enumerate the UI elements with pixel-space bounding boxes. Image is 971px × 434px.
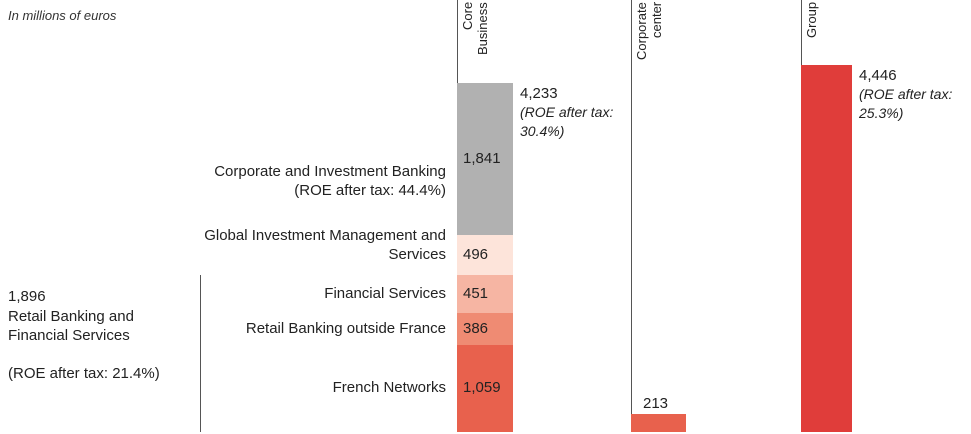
total-label: 4,446 (859, 67, 897, 84)
value-label: 496 (463, 246, 489, 264)
segment-label: French Networks (196, 378, 446, 397)
segment-label: Retail Banking outside France (196, 319, 446, 338)
segment-label: Corporate and Investment Banking (ROE aft… (196, 162, 446, 200)
value-label: 386 (463, 319, 489, 337)
segment-name: Global Investment Management and Service… (204, 227, 446, 264)
segment-note: (ROE after tax: 44.4%) (294, 181, 446, 199)
bar (631, 414, 686, 432)
bracket-note: (ROE after tax: 21.4%) (8, 365, 160, 383)
total-note: (ROE after tax: 30.4%) (520, 103, 614, 139)
value-label: 451 (463, 285, 489, 303)
total-label: 213 (643, 395, 669, 413)
unit-note: In millions of euros (8, 8, 117, 23)
segment-name: French Networks (332, 379, 446, 397)
segment-label: Global Investment Management and Service… (196, 226, 446, 264)
value-label: 1,841 (463, 149, 501, 167)
bar (801, 65, 852, 432)
bracket-line (200, 275, 201, 432)
column-divider (631, 0, 632, 432)
segment-name: Corporate and Investment Banking (214, 162, 446, 180)
bar-segment (457, 234, 513, 276)
column-header: Corporate center (634, 2, 664, 60)
column-header: Group (804, 2, 819, 39)
bar-segment (457, 312, 513, 345)
column-header: Core Business (460, 2, 490, 55)
bracket-value: 1,896 (8, 288, 46, 306)
value-label: 1,059 (463, 379, 501, 397)
bracket-name: Retail Banking and Financial Services (8, 308, 134, 345)
segment-name: Financial Services (324, 285, 446, 303)
total-note: (ROE after tax: 25.3%) (859, 86, 953, 121)
total-label: 4,233 (520, 84, 558, 102)
bar-segment (457, 82, 513, 235)
segment-name: Retail Banking outside France (245, 319, 446, 337)
bar-segment (457, 344, 513, 432)
segment-label: Financial Services (196, 284, 446, 303)
bar-segment (457, 275, 513, 313)
